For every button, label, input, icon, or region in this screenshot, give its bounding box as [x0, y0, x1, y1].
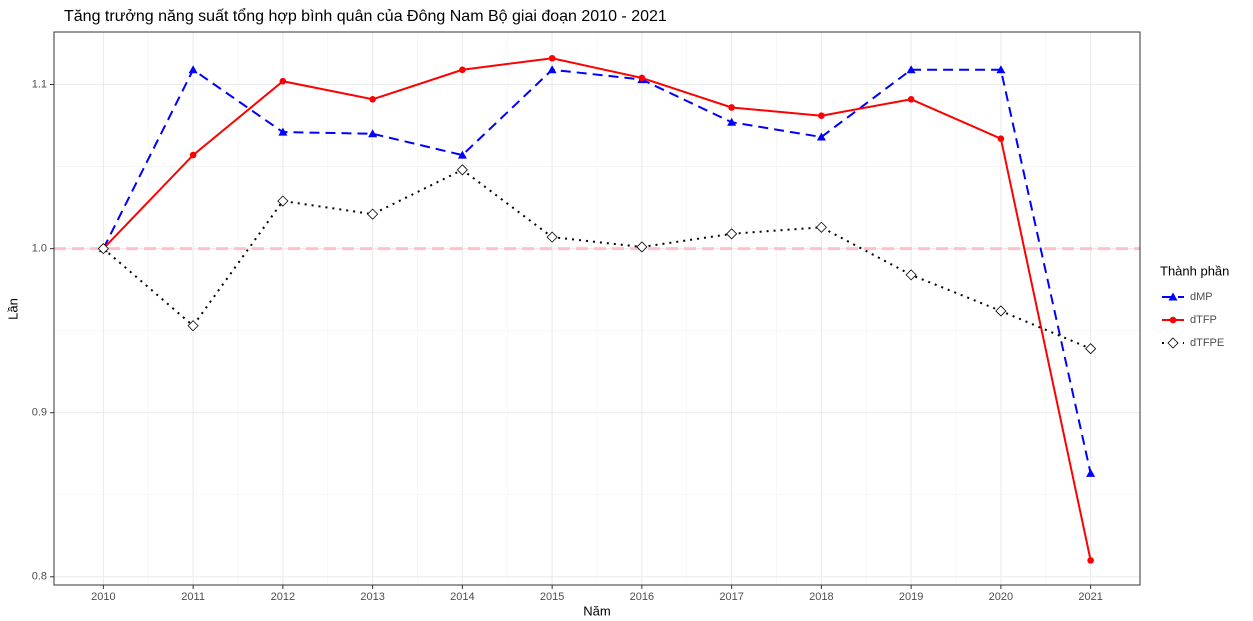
legend-label: dTFPE	[1190, 337, 1224, 349]
marker	[726, 228, 738, 240]
chart-title: Tăng trưởng năng suất tổng hợp bình quân…	[64, 7, 667, 25]
marker	[638, 74, 646, 82]
legend-marker	[1168, 292, 1178, 301]
legend-title: Thành phần	[1160, 263, 1229, 278]
marker	[816, 132, 826, 141]
marker	[818, 112, 825, 119]
marker	[996, 65, 1006, 74]
marker	[97, 243, 109, 255]
legend-label: dTFP	[1190, 314, 1217, 326]
marker	[906, 65, 916, 74]
marker	[278, 127, 288, 136]
y-tick-label: 0.8	[32, 571, 47, 583]
x-tick-label: 2018	[809, 591, 833, 603]
marker	[907, 95, 915, 103]
marker	[456, 164, 468, 176]
series-line	[102, 57, 1092, 561]
marker	[368, 129, 378, 138]
x-tick-label: 2020	[989, 591, 1013, 603]
x-tick-label: 2013	[360, 591, 384, 603]
y-axis-label: Lần	[5, 298, 20, 320]
marker	[815, 221, 827, 233]
legend-label: dMP	[1190, 291, 1213, 303]
x-tick-label: 2017	[719, 591, 743, 603]
marker	[905, 269, 917, 281]
x-tick-label: 2015	[540, 591, 564, 603]
x-tick-label: 2016	[630, 591, 654, 603]
series-line	[102, 68, 1092, 474]
marker	[1086, 468, 1096, 477]
marker	[548, 54, 556, 62]
series-line	[102, 168, 1092, 350]
marker	[367, 208, 379, 220]
marker	[277, 195, 289, 207]
y-tick-label: 0.9	[32, 407, 47, 419]
y-tick-label: 1.0	[32, 243, 47, 255]
marker	[459, 66, 466, 74]
marker	[188, 65, 198, 74]
marker	[1087, 557, 1094, 564]
x-tick-label: 2011	[181, 591, 205, 603]
x-tick-label: 2019	[899, 591, 923, 603]
marker	[279, 77, 287, 85]
marker	[728, 104, 735, 111]
marker	[547, 65, 557, 74]
marker	[636, 241, 648, 253]
x-tick-label: 2021	[1078, 591, 1102, 603]
x-axis-label: Năm	[583, 603, 610, 618]
x-tick-label: 2014	[450, 591, 474, 603]
x-tick-label: 2012	[271, 591, 295, 603]
marker	[727, 117, 737, 126]
marker	[995, 305, 1007, 317]
marker	[997, 135, 1005, 142]
marker	[189, 151, 197, 159]
marker	[457, 150, 467, 159]
plot-border	[53, 31, 1141, 586]
x-tick-label: 2010	[91, 591, 115, 603]
marker	[1085, 343, 1097, 355]
marker	[187, 320, 199, 332]
marker	[546, 231, 558, 243]
marker	[369, 95, 376, 103]
legend-marker	[1169, 316, 1177, 324]
y-tick-label: 1.1	[32, 78, 47, 90]
legend-marker	[1167, 337, 1179, 349]
